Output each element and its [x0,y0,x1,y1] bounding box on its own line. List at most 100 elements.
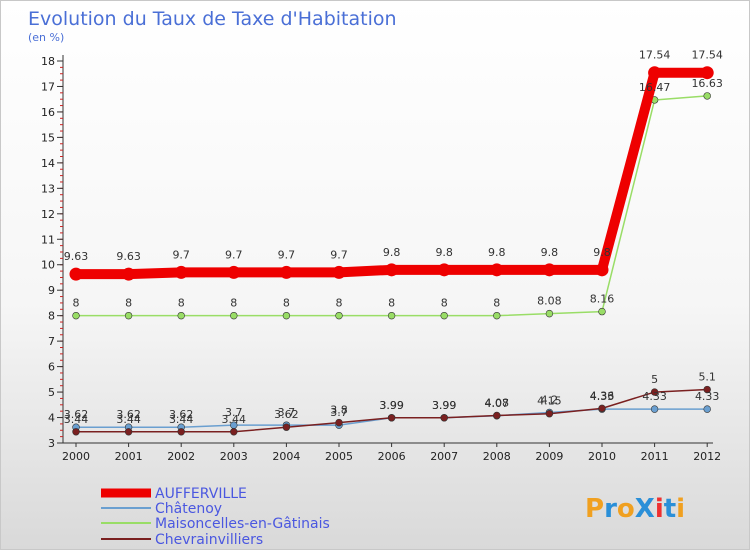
point-chevrainvilliers [72,428,80,436]
data-label-chatenoy: 3.99 [432,399,457,412]
x-tick-label: 2010 [588,450,616,463]
y-tick-label: 8 [48,310,55,323]
data-label-aufferville: 9.8 [541,246,559,259]
x-tick-label: 2001 [115,450,143,463]
point-aufferville [385,263,399,277]
x-tick-label: 2008 [483,450,511,463]
data-label-chatenoy: 3.62 [116,408,141,421]
logo-letter: i [676,494,685,524]
legend-label-maisoncelles-en-gatinais: Maisoncelles-en-Gâtinais [155,516,330,532]
point-chevrainvilliers [703,385,711,394]
data-label-aufferville: 9.7 [330,248,348,261]
data-label-aufferville: 17.54 [639,49,671,62]
legend-label-aufferville: AUFFERVILLE [155,486,247,502]
series-layer [69,66,714,436]
data-label-chevrainvilliers: 5.1 [698,371,716,384]
point-aufferville [542,263,556,277]
point-chatenoy [650,405,659,413]
y-tick-label: 10 [41,259,55,272]
data-label-chevrainvilliers: 4.08 [485,396,510,409]
data-label-chatenoy: 3.7 [225,406,243,419]
logo-letter: t [664,494,676,524]
y-tick-label: 3 [48,437,55,450]
data-label-chevrainvilliers: 4.15 [537,395,562,408]
point-chevrainvilliers [387,414,396,422]
point-chevrainvilliers [177,428,185,436]
y-tick-label: 14 [41,157,55,170]
point-aufferville [174,265,188,279]
legend: AUFFERVILLEChâtenoyMaisoncelles-en-Gâtin… [101,486,330,548]
point-chevrainvilliers [230,428,238,436]
point-aufferville [490,263,504,277]
point-maisoncelles-en-gatinais [72,311,80,320]
data-label-maisoncelles-en-gatinais: 8 [230,297,237,310]
x-tick-label: 2011 [641,450,669,463]
x-tick-label: 2009 [535,450,563,463]
data-label-chevrainvilliers: 5 [651,373,658,386]
data-label-chevrainvilliers: 3.99 [379,399,404,412]
point-chatenoy [703,405,711,413]
x-tick-label: 2003 [220,450,248,463]
chart-title: Evolution du Taux de Taxe d'Habitation [28,8,397,30]
point-aufferville [437,263,451,277]
data-label-maisoncelles-en-gatinais: 16.47 [639,81,671,94]
data-label-chevrainvilliers: 3.44 [116,413,141,426]
data-label-aufferville: 9.63 [64,250,89,263]
series-line-maisoncelles-en-gatinais [75,95,708,317]
point-maisoncelles-en-gatinais [703,92,711,100]
point-chevrainvilliers [335,418,343,427]
legend-label-chatenoy: Châtenoy [155,501,222,517]
data-label-aufferville: 9.7 [225,248,243,261]
point-maisoncelles-en-gatinais [335,311,343,320]
point-aufferville [648,66,662,80]
point-maisoncelles-en-gatinais [230,311,238,320]
point-aufferville [122,267,136,281]
x-tick-label: 2012 [693,450,721,463]
data-label-chatenoy: 3.62 [64,408,89,421]
x-tick-label: 2007 [430,450,458,463]
data-label-chatenoy: 4.07 [485,397,510,410]
point-chevrainvilliers [598,404,606,413]
legend-label-chevrainvilliers: Chevrainvilliers [155,532,263,548]
data-label-maisoncelles-en-gatinais: 8.08 [537,295,562,308]
y-tick-label: 15 [41,131,55,144]
axes: 3 4 5 6 7 8 9 10 11 12 13 14 15 16 17 18 2000 2001 2002 200… [41,55,721,463]
point-maisoncelles-en-gatinais [177,311,185,320]
data-label-chatenoy: 3.62 [169,408,194,421]
logo-letter: r [604,494,617,524]
data-label-aufferville: 9.8 [593,246,611,259]
chart-subtitle: (en %) [28,31,64,44]
data-label-maisoncelles-en-gatinais: 8 [283,297,290,310]
data-label-maisoncelles-en-gatinais: 8 [178,297,185,310]
y-tick-label: 9 [48,284,55,297]
data-label-aufferville: 9.8 [435,246,453,259]
y-tick-label: 11 [41,233,55,246]
data-label-chatenoy: 3.7 [278,406,296,419]
data-label-chatenoy: 4.33 [695,390,720,403]
data-label-chevrainvilliers: 3.99 [432,399,457,412]
point-chevrainvilliers [282,423,291,431]
y-tick-label: 13 [41,182,55,195]
point-aufferville [69,267,83,281]
data-label-aufferville: 9.8 [488,246,506,259]
logo-letter: P [585,494,604,524]
point-maisoncelles-en-gatinais [282,311,291,320]
point-maisoncelles-en-gatinais [493,311,501,320]
series-line-aufferville [71,67,713,280]
data-label-aufferville: 17.54 [691,49,723,62]
point-aufferville [227,265,241,279]
data-label-aufferville: 9.8 [383,246,401,259]
data-label-chevrainvilliers: 3.8 [330,404,348,417]
logo-text: ProXiti [585,494,685,524]
data-label-maisoncelles-en-gatinais: 8 [388,297,395,310]
x-tick-label: 2005 [325,450,353,463]
logo-letter: i [655,494,664,524]
data-label-chevrainvilliers: 3.62 [274,408,299,421]
data-label-chatenoy: 4.33 [590,390,615,403]
data-label-maisoncelles-en-gatinais: 8 [441,297,448,310]
data-label-maisoncelles-en-gatinais: 8 [336,297,343,310]
logo-letter: o [617,494,635,524]
data-label-maisoncelles-en-gatinais: 16.63 [691,77,723,90]
